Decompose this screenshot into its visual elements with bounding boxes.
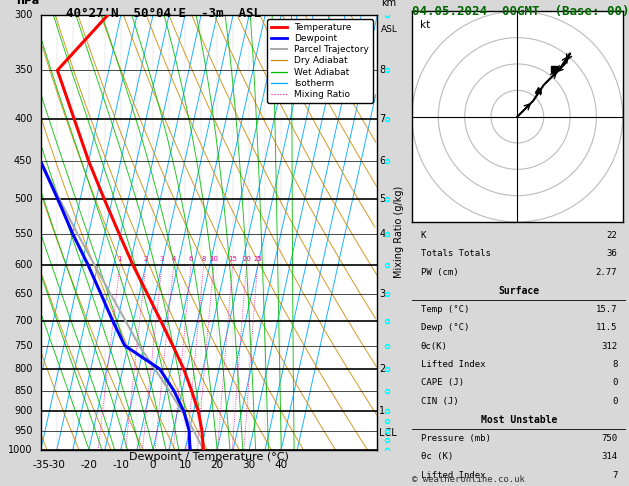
Text: 10: 10	[179, 460, 192, 470]
Text: 700: 700	[14, 316, 33, 326]
Text: Temp (°C): Temp (°C)	[421, 305, 469, 313]
Text: θc(K): θc(K)	[421, 342, 447, 350]
Text: 750: 750	[601, 434, 617, 443]
Text: -30: -30	[48, 460, 65, 470]
Text: Dewp (°C): Dewp (°C)	[421, 323, 469, 332]
Text: © weatheronline.co.uk: © weatheronline.co.uk	[412, 474, 525, 484]
Text: CIN (J): CIN (J)	[421, 397, 458, 406]
Text: 500: 500	[14, 194, 33, 204]
Text: 40°27'N  50°04'E  -3m  ASL: 40°27'N 50°04'E -3m ASL	[66, 7, 261, 20]
Text: 40: 40	[275, 460, 288, 470]
Text: 600: 600	[14, 260, 33, 270]
Text: LCL: LCL	[379, 428, 397, 438]
Text: 22: 22	[606, 231, 617, 240]
Text: CAPE (J): CAPE (J)	[421, 379, 464, 387]
Text: 15.7: 15.7	[596, 305, 617, 313]
Text: hPa: hPa	[16, 0, 39, 6]
Text: 1: 1	[379, 406, 385, 417]
Text: -10: -10	[113, 460, 130, 470]
Text: 650: 650	[14, 289, 33, 299]
Text: K: K	[421, 231, 426, 240]
Text: 0: 0	[612, 379, 617, 387]
Text: km: km	[381, 0, 396, 8]
Text: Totals Totals: Totals Totals	[421, 249, 491, 258]
Text: 350: 350	[14, 65, 33, 75]
Text: Mixing Ratio (g/kg): Mixing Ratio (g/kg)	[394, 186, 404, 278]
Text: θc (K): θc (K)	[421, 452, 453, 461]
Text: 1: 1	[118, 256, 122, 261]
Text: 750: 750	[14, 341, 33, 350]
Text: 1000: 1000	[8, 445, 33, 454]
Text: 7: 7	[612, 471, 617, 480]
Text: 400: 400	[14, 114, 33, 123]
X-axis label: Dewpoint / Temperature (°C): Dewpoint / Temperature (°C)	[129, 452, 289, 462]
Text: 0: 0	[150, 460, 157, 470]
Text: 7: 7	[379, 114, 386, 123]
Text: 800: 800	[14, 364, 33, 374]
Text: 4: 4	[172, 256, 176, 261]
Text: 850: 850	[14, 386, 33, 396]
Text: 30: 30	[243, 460, 256, 470]
Text: kt: kt	[420, 20, 431, 30]
Text: 8: 8	[379, 65, 385, 75]
Text: 15: 15	[228, 256, 237, 261]
Text: 314: 314	[601, 452, 617, 461]
Text: 6: 6	[189, 256, 193, 261]
Text: 550: 550	[14, 228, 33, 239]
Text: 11.5: 11.5	[596, 323, 617, 332]
Text: 8: 8	[201, 256, 206, 261]
Text: Lifted Index: Lifted Index	[421, 360, 485, 369]
Legend: Temperature, Dewpoint, Parcel Trajectory, Dry Adiabat, Wet Adiabat, Isotherm, Mi: Temperature, Dewpoint, Parcel Trajectory…	[267, 19, 373, 103]
Text: Surface: Surface	[498, 286, 540, 295]
Text: Lifted Index: Lifted Index	[421, 471, 485, 480]
Text: 8: 8	[612, 360, 617, 369]
Text: 6: 6	[379, 156, 385, 166]
Text: 20: 20	[242, 256, 251, 261]
Text: 900: 900	[14, 406, 33, 417]
Text: 10: 10	[209, 256, 218, 261]
Text: 2: 2	[144, 256, 148, 261]
Text: 450: 450	[14, 156, 33, 166]
Text: 0: 0	[612, 397, 617, 406]
Text: 300: 300	[14, 10, 33, 19]
Text: ASL: ASL	[381, 25, 398, 35]
Text: Most Unstable: Most Unstable	[481, 415, 557, 425]
Text: 3: 3	[379, 289, 385, 299]
Text: 2.77: 2.77	[596, 268, 617, 277]
Text: Pressure (mb): Pressure (mb)	[421, 434, 491, 443]
Text: 25: 25	[253, 256, 262, 261]
Text: PW (cm): PW (cm)	[421, 268, 458, 277]
Text: -20: -20	[81, 460, 97, 470]
Text: 3: 3	[160, 256, 164, 261]
Text: 5: 5	[379, 194, 386, 204]
Text: 36: 36	[606, 249, 617, 258]
Text: -35: -35	[32, 460, 50, 470]
Text: 950: 950	[14, 426, 33, 436]
Text: 312: 312	[601, 342, 617, 350]
Text: 20: 20	[211, 460, 224, 470]
Text: 2: 2	[379, 364, 386, 374]
Text: 4: 4	[379, 228, 385, 239]
Text: 04.05.2024  00GMT  (Base: 00): 04.05.2024 00GMT (Base: 00)	[412, 5, 629, 18]
